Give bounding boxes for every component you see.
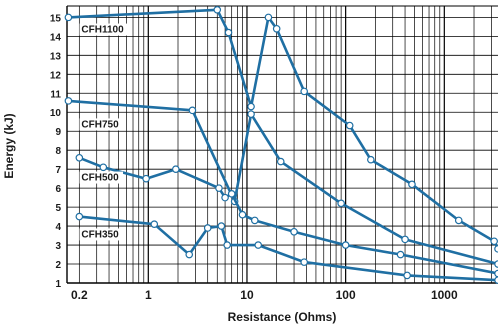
- data-point-cfh350: [75, 212, 84, 221]
- x-tick-label: 0.2: [71, 288, 88, 302]
- y-tick-label: 12: [50, 70, 62, 81]
- y-tick-label: 9: [55, 127, 61, 138]
- series-label-bg-cfh1100: [79, 23, 130, 36]
- data-point-cfh1100: [408, 180, 416, 189]
- y-tick-label: 3: [55, 241, 61, 252]
- series-label-bg-cfh350: [79, 228, 124, 241]
- data-point-cfh350: [403, 271, 411, 280]
- data-point-cfh1100: [454, 216, 463, 225]
- data-point-cfh350: [223, 241, 231, 249]
- y-tick-label: 11: [50, 89, 61, 100]
- data-point-cfh1100: [345, 121, 354, 130]
- x-tick-label: 1: [145, 288, 152, 302]
- data-point-cfh500: [341, 241, 350, 249]
- y-tick-label: 2: [55, 260, 61, 271]
- y-tick-label: 13: [50, 51, 62, 62]
- y-tick-label: 15: [50, 13, 62, 24]
- data-point-cfh500: [215, 184, 223, 192]
- data-point-cfh350: [203, 224, 212, 232]
- data-point-cfh500: [142, 174, 150, 183]
- data-point-cfh1100: [213, 5, 222, 14]
- data-point-cfh350: [185, 250, 194, 259]
- data-point-cfh750: [276, 157, 285, 166]
- data-point-cfh750: [188, 106, 197, 115]
- data-point-cfh500: [396, 250, 405, 259]
- data-point-cfh350: [217, 222, 226, 230]
- data-point-cfh500: [221, 193, 229, 202]
- series-cfh500: CFH500: [75, 153, 498, 278]
- grid: [66, 5, 498, 284]
- data-point-cfh350: [300, 258, 308, 266]
- series-cfh1100: CFH1100: [64, 5, 498, 253]
- series-label-cfh1100: CFH1100: [81, 25, 124, 36]
- data-point-cfh350: [254, 241, 263, 249]
- data-point-cfh500: [290, 227, 298, 236]
- data-point-cfh500: [227, 190, 236, 198]
- y-axis-title: Energy (kJ): [2, 113, 16, 178]
- series-line-cfh350: [79, 215, 498, 282]
- y-tick-label: 7: [55, 165, 61, 176]
- data-point-cfh500: [75, 153, 84, 162]
- data-point-cfh1100: [224, 28, 233, 37]
- y-tick-label: 6: [55, 184, 61, 195]
- data-point-cfh1100: [64, 13, 73, 22]
- data-point-cfh1100: [490, 237, 498, 246]
- series-label-bg-cfh750: [79, 118, 124, 131]
- series-label-cfh350: CFH350: [81, 229, 119, 240]
- data-point-cfh500: [250, 216, 259, 225]
- series-label-cfh750: CFH750: [81, 119, 119, 130]
- y-tick-label: 5: [55, 203, 61, 214]
- y-tick-label: 8: [55, 146, 61, 157]
- data-point-cfh1100: [247, 102, 255, 111]
- data-point-cfh750: [337, 199, 345, 208]
- y-tick-label: 4: [55, 222, 61, 233]
- data-point-cfh350: [150, 220, 159, 228]
- data-point-cfh750: [401, 235, 409, 244]
- data-point-cfh1100: [367, 155, 375, 164]
- series-label-bg-cfh500: [79, 171, 124, 184]
- y-tick-label: 1: [55, 279, 61, 290]
- data-point-cfh750: [247, 110, 255, 118]
- y-tick-label: 14: [50, 32, 62, 43]
- x-tick-label: 1000: [431, 288, 458, 302]
- data-point-cfh1100: [264, 13, 273, 22]
- x-axis-title: Resistance (Ohms): [228, 310, 337, 324]
- series-cfh350: CFH350: [75, 212, 498, 284]
- series-layer: CFH1100 CFH750 CFH500 CFH350: [64, 5, 498, 284]
- series-label-cfh500: CFH500: [81, 173, 119, 184]
- series-cfh750: CFH750: [64, 97, 498, 268]
- y-tick-label: 10: [50, 108, 62, 119]
- data-point-cfh500: [238, 210, 247, 219]
- data-point-cfh750: [64, 97, 73, 105]
- data-point-cfh500: [172, 165, 180, 173]
- series-line-cfh750: [68, 99, 498, 266]
- x-tick-label: 10: [240, 288, 254, 302]
- x-tick-label: 100: [336, 288, 356, 302]
- data-point-cfh1100: [272, 24, 281, 33]
- data-point-cfh1100: [300, 87, 308, 96]
- data-point-cfh500: [99, 163, 108, 172]
